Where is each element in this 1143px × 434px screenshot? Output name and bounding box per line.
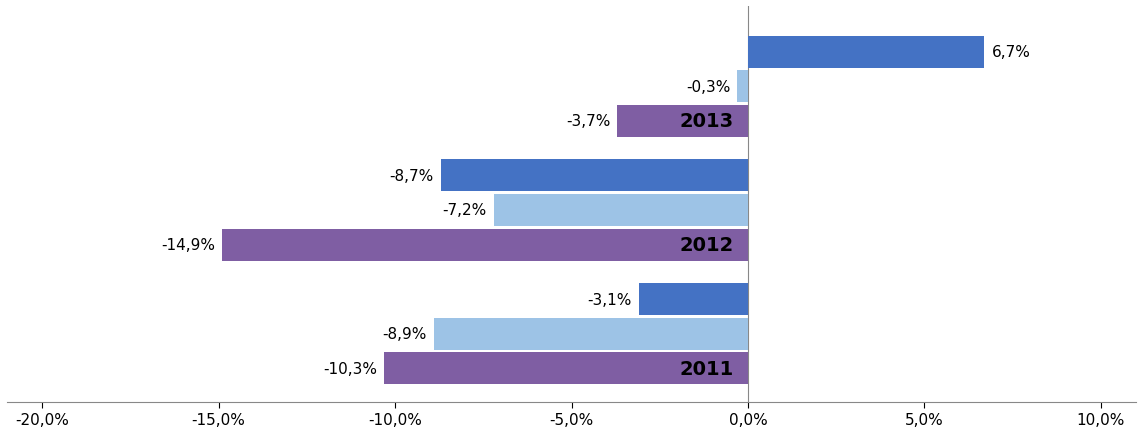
Bar bbox=[748, 37, 984, 69]
Bar bbox=[494, 194, 748, 227]
Bar bbox=[434, 318, 748, 350]
Text: -8,7%: -8,7% bbox=[390, 168, 434, 184]
Text: -14,9%: -14,9% bbox=[161, 237, 215, 253]
Text: -10,3%: -10,3% bbox=[323, 361, 377, 376]
Text: 2013: 2013 bbox=[680, 112, 734, 131]
Text: 2011: 2011 bbox=[680, 359, 734, 378]
Text: 6,7%: 6,7% bbox=[991, 45, 1030, 60]
Text: -8,9%: -8,9% bbox=[383, 326, 426, 342]
Text: -0,3%: -0,3% bbox=[686, 79, 730, 95]
Text: -7,2%: -7,2% bbox=[442, 203, 487, 218]
Bar bbox=[222, 229, 748, 261]
Bar bbox=[617, 106, 748, 138]
Text: -3,7%: -3,7% bbox=[566, 114, 610, 129]
Bar bbox=[639, 283, 748, 315]
Bar bbox=[384, 352, 748, 384]
Bar bbox=[441, 160, 748, 192]
Bar bbox=[737, 71, 748, 103]
Text: 2012: 2012 bbox=[680, 236, 734, 254]
Text: -3,1%: -3,1% bbox=[588, 292, 631, 307]
